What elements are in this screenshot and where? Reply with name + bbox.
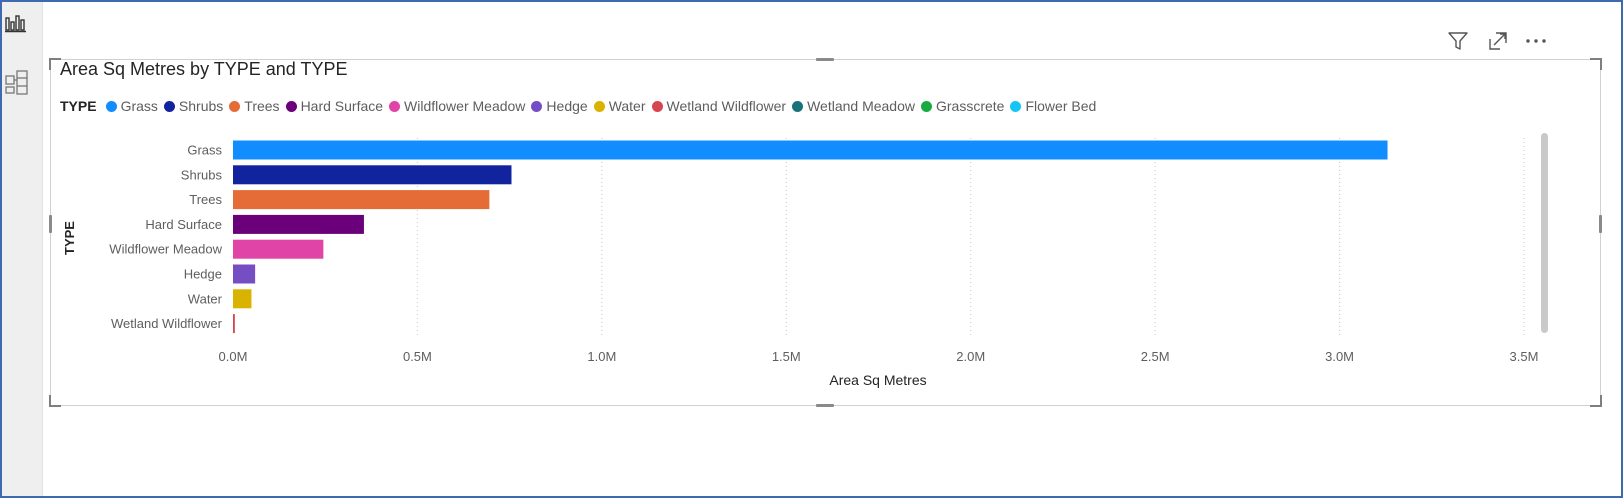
legend-item[interactable]: Wildflower Meadow bbox=[389, 98, 525, 114]
legend-item[interactable]: Wetland Wildflower bbox=[651, 98, 787, 114]
filter-icon[interactable] bbox=[1447, 30, 1469, 56]
chart-title: Area Sq Metres by TYPE and TYPE bbox=[60, 59, 348, 79]
legend-marker bbox=[921, 100, 932, 112]
resize-handle-bottom-left[interactable] bbox=[49, 395, 61, 407]
legend-label: Wildflower Meadow bbox=[404, 98, 526, 114]
legend-marker bbox=[285, 100, 297, 112]
legend-title: TYPE bbox=[60, 98, 97, 114]
legend-item[interactable]: Hedge bbox=[531, 98, 588, 114]
legend-label: Water bbox=[608, 98, 646, 114]
resize-handle-top[interactable] bbox=[816, 58, 834, 61]
legend-item[interactable]: Trees bbox=[229, 98, 280, 114]
more-options-icon[interactable] bbox=[1524, 30, 1550, 56]
bar[interactable] bbox=[233, 165, 512, 185]
legend-label: Wetland Wildflower bbox=[666, 98, 787, 114]
legend-marker bbox=[1010, 100, 1022, 112]
x-tick-label: 2.0M bbox=[956, 349, 985, 364]
chart-scrollbar[interactable] bbox=[1541, 133, 1548, 333]
bar-chart-icon[interactable] bbox=[5, 14, 27, 38]
y-axis-title: TYPE bbox=[62, 221, 77, 255]
x-tick-label: 3.0M bbox=[1325, 349, 1354, 364]
legend-label: Grasscrete bbox=[936, 98, 1005, 114]
legend-marker bbox=[229, 100, 241, 112]
y-tick-label: Shrubs bbox=[181, 167, 223, 182]
focus-mode-icon[interactable] bbox=[1487, 30, 1509, 56]
bar[interactable] bbox=[233, 264, 256, 284]
legend-item[interactable]: Flower Bed bbox=[1010, 98, 1096, 114]
view-switcher-pane bbox=[2, 2, 43, 496]
bar[interactable] bbox=[233, 314, 235, 334]
y-tick-label: Hedge bbox=[184, 267, 222, 282]
y-tick-label: Wildflower Meadow bbox=[109, 242, 222, 257]
legend-item[interactable]: Grasscrete bbox=[921, 98, 1004, 114]
x-tick-label: 0.0M bbox=[219, 349, 248, 364]
resize-handle-top-right[interactable] bbox=[1590, 58, 1602, 70]
bar[interactable] bbox=[233, 239, 324, 259]
legend-label: Trees bbox=[244, 98, 280, 114]
chart-legend[interactable]: TYPE Grass Shrubs Trees Hard Surface Wildflo… bbox=[60, 96, 1102, 116]
legend-label: Hard Surface bbox=[300, 98, 384, 114]
resize-handle-left[interactable] bbox=[49, 215, 52, 233]
y-tick-label: Trees bbox=[189, 192, 222, 207]
legend-label: Grass bbox=[120, 98, 158, 114]
x-tick-label: 1.5M bbox=[772, 349, 801, 364]
y-tick-label: Grass bbox=[187, 143, 222, 158]
legend-marker bbox=[792, 100, 804, 112]
legend-label: Hedge bbox=[546, 98, 588, 114]
x-tick-label: 1.0M bbox=[587, 349, 616, 364]
legend-marker bbox=[389, 100, 401, 112]
y-tick-label: Hard Surface bbox=[145, 217, 222, 232]
y-tick-label: Wetland Wildflower bbox=[111, 316, 223, 331]
x-axis-title: Area Sq Metres bbox=[829, 372, 926, 388]
legend-item[interactable]: Hard Surface bbox=[285, 98, 384, 114]
bar[interactable] bbox=[233, 140, 1388, 160]
legend-marker bbox=[531, 100, 543, 112]
resize-handle-right[interactable] bbox=[1599, 215, 1602, 233]
table-view-icon[interactable] bbox=[5, 70, 29, 100]
legend-marker bbox=[651, 100, 663, 112]
legend-label: Flower Bed bbox=[1025, 98, 1097, 114]
resize-handle-bottom[interactable] bbox=[816, 404, 834, 407]
legend-label: Shrubs bbox=[178, 98, 224, 114]
legend-item[interactable]: Grass bbox=[105, 98, 158, 114]
bar[interactable] bbox=[233, 289, 252, 309]
resize-handle-bottom-right[interactable] bbox=[1590, 395, 1602, 407]
y-tick-label: Water bbox=[188, 291, 223, 306]
x-tick-label: 2.5M bbox=[1141, 349, 1170, 364]
legend-marker bbox=[593, 100, 605, 112]
bar[interactable] bbox=[233, 214, 364, 234]
legend-item[interactable]: Water bbox=[593, 98, 646, 114]
bar[interactable] bbox=[233, 190, 490, 210]
legend-item[interactable]: Wetland Meadow bbox=[792, 98, 915, 114]
legend-label: Wetland Meadow bbox=[807, 98, 915, 114]
legend-marker bbox=[163, 100, 175, 112]
resize-handle-top-left[interactable] bbox=[49, 58, 61, 70]
legend-item[interactable]: Shrubs bbox=[163, 98, 224, 114]
x-tick-label: 3.5M bbox=[1510, 349, 1539, 364]
legend-marker bbox=[105, 100, 117, 112]
x-tick-label: 0.5M bbox=[403, 349, 432, 364]
